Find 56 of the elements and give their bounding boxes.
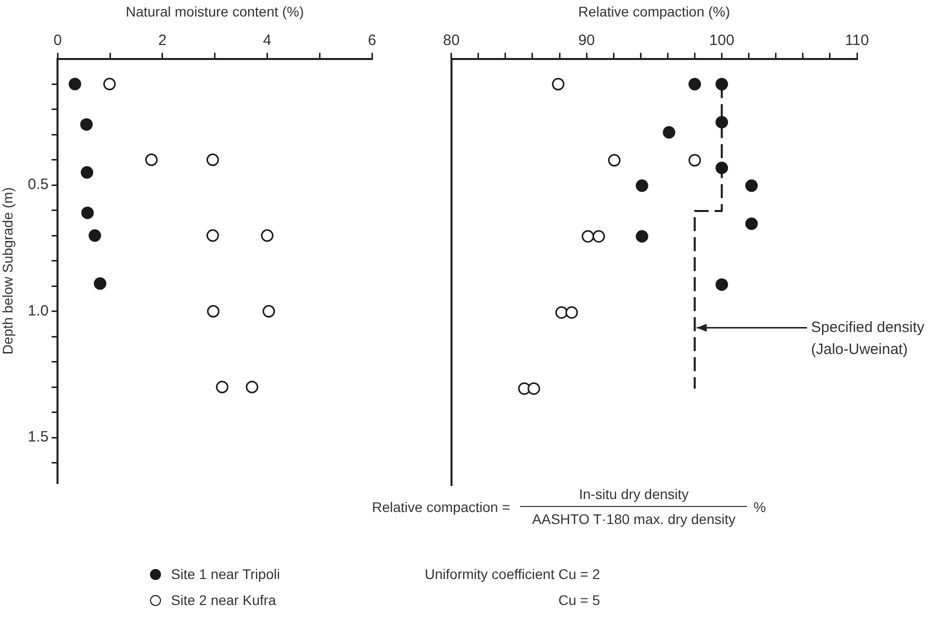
point	[552, 78, 564, 90]
point	[716, 78, 728, 90]
point	[68, 78, 82, 90]
point	[80, 118, 93, 131]
x-tick-label: 100	[709, 32, 734, 49]
text: Cu = 5	[558, 592, 600, 608]
text: Uniformity coefficient Cu = 2	[424, 566, 600, 582]
x-tick-label: 80	[443, 32, 460, 49]
point	[688, 78, 701, 90]
x-tick-label: 0	[53, 32, 62, 49]
point	[206, 229, 219, 242]
annotation: Specified density (Jalo-Uweinat)	[811, 318, 925, 358]
point	[716, 162, 728, 174]
point	[555, 306, 568, 319]
text: Relative compaction =	[372, 498, 510, 514]
point	[636, 179, 648, 192]
x-axis-title: Natural moisture content (%)	[126, 3, 304, 20]
point	[260, 229, 274, 242]
x-tick-label: 6	[368, 32, 376, 49]
point	[565, 306, 578, 319]
x-tick-label: 2	[158, 32, 167, 49]
point	[207, 305, 220, 318]
x-tick-label: 4	[263, 32, 272, 49]
point	[745, 179, 758, 192]
point	[608, 154, 621, 167]
point	[688, 154, 701, 167]
y-tick-label: 0.5	[28, 176, 49, 194]
x-tick-label: 110	[845, 32, 869, 49]
point	[145, 154, 158, 166]
x-axis-title: Relative compaction (%)	[578, 3, 730, 20]
point	[745, 217, 758, 230]
y-tick-label: 1.5	[28, 428, 49, 446]
legend-label: Site 1 near Tripoli	[171, 566, 280, 582]
legend-label: Site 2 near Kufra	[171, 592, 276, 608]
point	[582, 230, 594, 243]
point	[262, 305, 276, 318]
point	[716, 116, 728, 128]
point	[216, 380, 228, 394]
y-tick-label: 1.0	[28, 302, 49, 320]
point	[592, 230, 605, 243]
text: %	[753, 498, 766, 514]
point	[206, 154, 219, 166]
point	[94, 277, 106, 290]
point	[88, 229, 102, 242]
point	[246, 380, 258, 394]
point	[636, 230, 648, 243]
point	[528, 382, 540, 395]
y-axis-title: Depth below Subgrade (m)	[0, 187, 16, 355]
x-tick-label: 90	[578, 32, 595, 49]
point	[662, 126, 676, 139]
text: AASHTO T·180 max. dry density	[520, 506, 748, 527]
point	[103, 78, 116, 90]
point	[81, 206, 94, 220]
point	[716, 278, 728, 291]
text: In-situ dry density	[578, 486, 690, 504]
point	[80, 166, 94, 179]
